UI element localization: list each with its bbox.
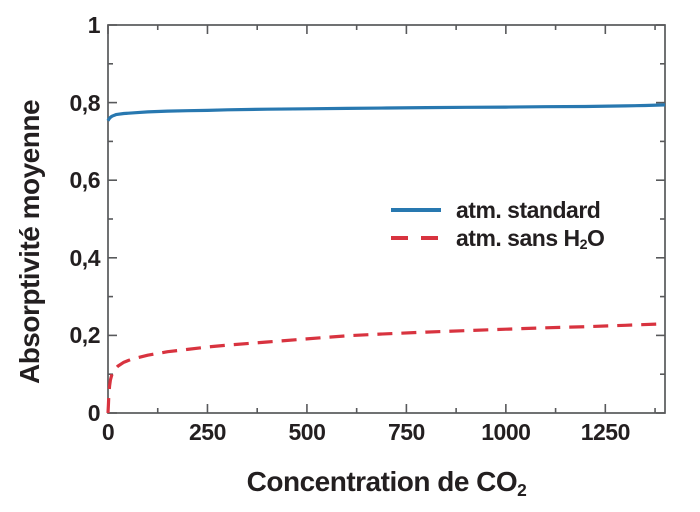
y-tick-label: 0 [87, 400, 101, 426]
legend-item-atm-sans-h2o: atm. sans H2O [391, 224, 605, 254]
y-tick-label: 0,8 [69, 89, 101, 116]
y-tick-label: 0,6 [69, 167, 101, 194]
x-tick-label: 500 [288, 419, 326, 445]
x-tick-label: 1000 [481, 419, 531, 445]
x-tick-label: 250 [189, 419, 226, 445]
legend-label-atm-sans-h2o: atm. sans H2O [456, 224, 605, 254]
x-axis-title-text: Concentration de CO [246, 466, 518, 497]
x-tick-label: 750 [387, 419, 425, 445]
x-tick-label: 1250 [580, 419, 631, 445]
legend: atm. standard atm. sans H2O [391, 196, 605, 254]
x-axis-title: Concentration de CO2 [108, 466, 665, 500]
legend-item-atm-standard: atm. standard [391, 196, 604, 224]
y-tick-label: 1 [87, 12, 101, 38]
x-axis-title-subscript: 2 [517, 479, 527, 500]
y-tick-label: 0,4 [69, 244, 101, 271]
series-line-atm-standard [106, 103, 666, 122]
y-tick-label: 0,2 [69, 322, 101, 349]
series-line-atm-sans-h-o [106, 322, 666, 414]
legend-label-atm-standard: atm. standard [456, 196, 601, 223]
x-tick-label: 0 [101, 419, 115, 445]
legend-dashed-line-icon [391, 236, 441, 240]
legend-solid-line-icon [391, 208, 441, 212]
